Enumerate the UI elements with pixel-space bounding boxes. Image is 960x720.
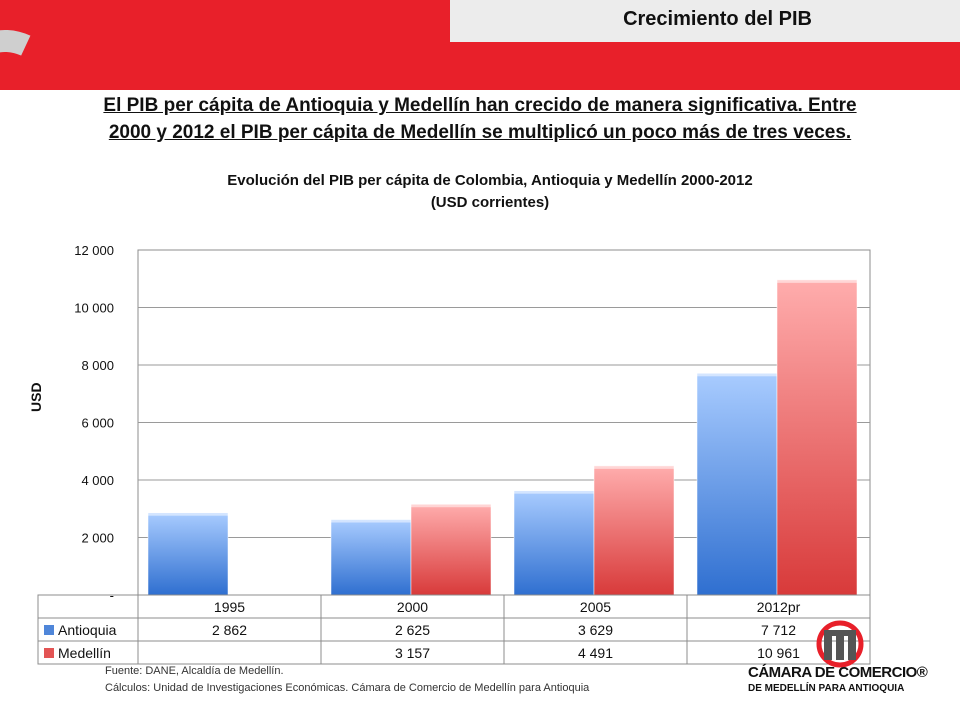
- data-value-label: 7 712: [761, 622, 796, 638]
- x-category-label: 1995: [214, 599, 245, 615]
- legend-swatch-antioquia: [44, 625, 54, 635]
- y-tick-label: 2 000: [81, 531, 114, 546]
- bar-antioquia-2012pr: [696, 373, 778, 596]
- bar-medellín-2005: [593, 465, 675, 596]
- x-category-label: 2012pr: [757, 599, 801, 615]
- source-note: Fuente: DANE, Alcaldía de Medellín.: [105, 665, 284, 677]
- logo-mark-icon: [816, 620, 864, 668]
- y-tick-label: 10 000: [74, 301, 114, 316]
- bar-highlight: [594, 465, 674, 469]
- y-tick-label: 4 000: [81, 473, 114, 488]
- calculation-note: Cálculos: Unidad de Investigaciones Econ…: [105, 682, 590, 694]
- data-value-label: 10 961: [757, 645, 800, 661]
- data-value-label: 3 629: [578, 622, 613, 638]
- bar-highlight: [331, 519, 411, 523]
- slide-title: Crecimiento del PIB: [623, 8, 812, 30]
- data-value-label: 2 862: [212, 622, 247, 638]
- bar-highlight: [697, 373, 777, 377]
- data-value-label: 4 491: [578, 645, 613, 661]
- legend-swatch-medellín: [44, 648, 54, 658]
- bar-antioquia-2005: [513, 490, 595, 596]
- headline: El PIB per cápita de Antioquia y Medellí…: [30, 92, 930, 146]
- data-table-border: [37, 594, 871, 665]
- logo-line-2: DE MEDELLÍN PARA ANTIOQUIA: [748, 683, 905, 694]
- y-tick-label: 8 000: [81, 358, 114, 373]
- title-box: Crecimiento del PIB: [450, 0, 960, 42]
- headline-line-2: 2000 y 2012 el PIB per cápita de Medellí…: [108, 122, 852, 143]
- y-tick-label: 12 000: [74, 243, 114, 258]
- bar-antioquia-1995: [147, 512, 229, 596]
- x-category-label: 2005: [580, 599, 611, 615]
- chart-title: Evolución del PIB per cápita de Colombia…: [100, 170, 880, 214]
- bar-medellín-2012pr: [776, 279, 858, 596]
- headline-line-1: El PIB per cápita de Antioquia y Medellí…: [103, 95, 857, 116]
- data-value-label: 3 157: [395, 645, 430, 661]
- legend-label: Medellín: [58, 645, 111, 661]
- chart-title-line-2: (USD corrientes): [430, 194, 550, 211]
- bar-highlight: [411, 504, 491, 508]
- y-tick-label: 6 000: [81, 416, 114, 431]
- data-value-label: 2 625: [395, 622, 430, 638]
- bar-highlight: [514, 490, 594, 494]
- x-category-label: 2000: [397, 599, 428, 615]
- bar-antioquia-2000: [330, 519, 412, 596]
- bar-highlight: [148, 512, 228, 516]
- logo-line-1: CÁMARA DE COMERCIO®: [748, 664, 928, 681]
- bar-medellín-2000: [410, 503, 492, 596]
- bar-highlight: [777, 279, 857, 283]
- camara-logo: CÁMARA DE COMERCIO® DE MEDELLÍN PARA ANT…: [748, 620, 953, 695]
- chart-title-line-1: Evolución del PIB per cápita de Colombia…: [227, 172, 753, 189]
- legend-label: Antioquia: [58, 622, 117, 638]
